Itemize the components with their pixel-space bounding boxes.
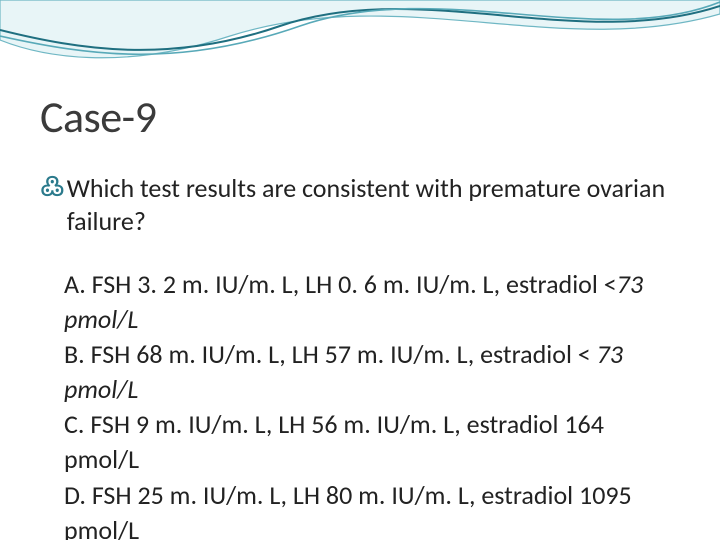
question-block: ߷ Which test results are consistent with… xyxy=(40,172,680,237)
answer-label: B. xyxy=(64,338,85,370)
slide-title: Case-9 xyxy=(40,90,680,144)
answer-option: A. FSH 3. 2 m. IU/m. L, LH 0. 6 m. IU/m.… xyxy=(64,267,680,337)
answer-body: FSH 68 m. IU/m. L, LH 57 m. IU/m. L, est… xyxy=(91,338,597,370)
answer-label: C. xyxy=(64,408,84,440)
answer-label: A. xyxy=(64,268,86,300)
answer-body: FSH 3. 2 m. IU/m. L, LH 0. 6 m. IU/m. L,… xyxy=(92,268,617,300)
answer-option: D. FSH 25 m. IU/m. L, LH 80 m. IU/m. L, … xyxy=(64,478,680,540)
answer-label: D. xyxy=(64,479,86,511)
answer-body: FSH 25 m. IU/m. L, LH 80 m. IU/m. L, est… xyxy=(64,479,632,540)
answer-option: C. FSH 9 m. IU/m. L, LH 56 m. IU/m. L, e… xyxy=(64,407,680,477)
answer-body: FSH 9 m. IU/m. L, LH 56 m. IU/m. L, estr… xyxy=(64,408,604,475)
answer-list: A. FSH 3. 2 m. IU/m. L, LH 0. 6 m. IU/m.… xyxy=(64,267,680,540)
answer-option: B. FSH 68 m. IU/m. L, LH 57 m. IU/m. L, … xyxy=(64,337,680,407)
swirl-bullet-icon: ߷ xyxy=(40,172,65,202)
question-text: Which test results are consistent with p… xyxy=(67,172,680,237)
slide-content: Case-9 ߷ Which test results are consiste… xyxy=(0,0,720,540)
